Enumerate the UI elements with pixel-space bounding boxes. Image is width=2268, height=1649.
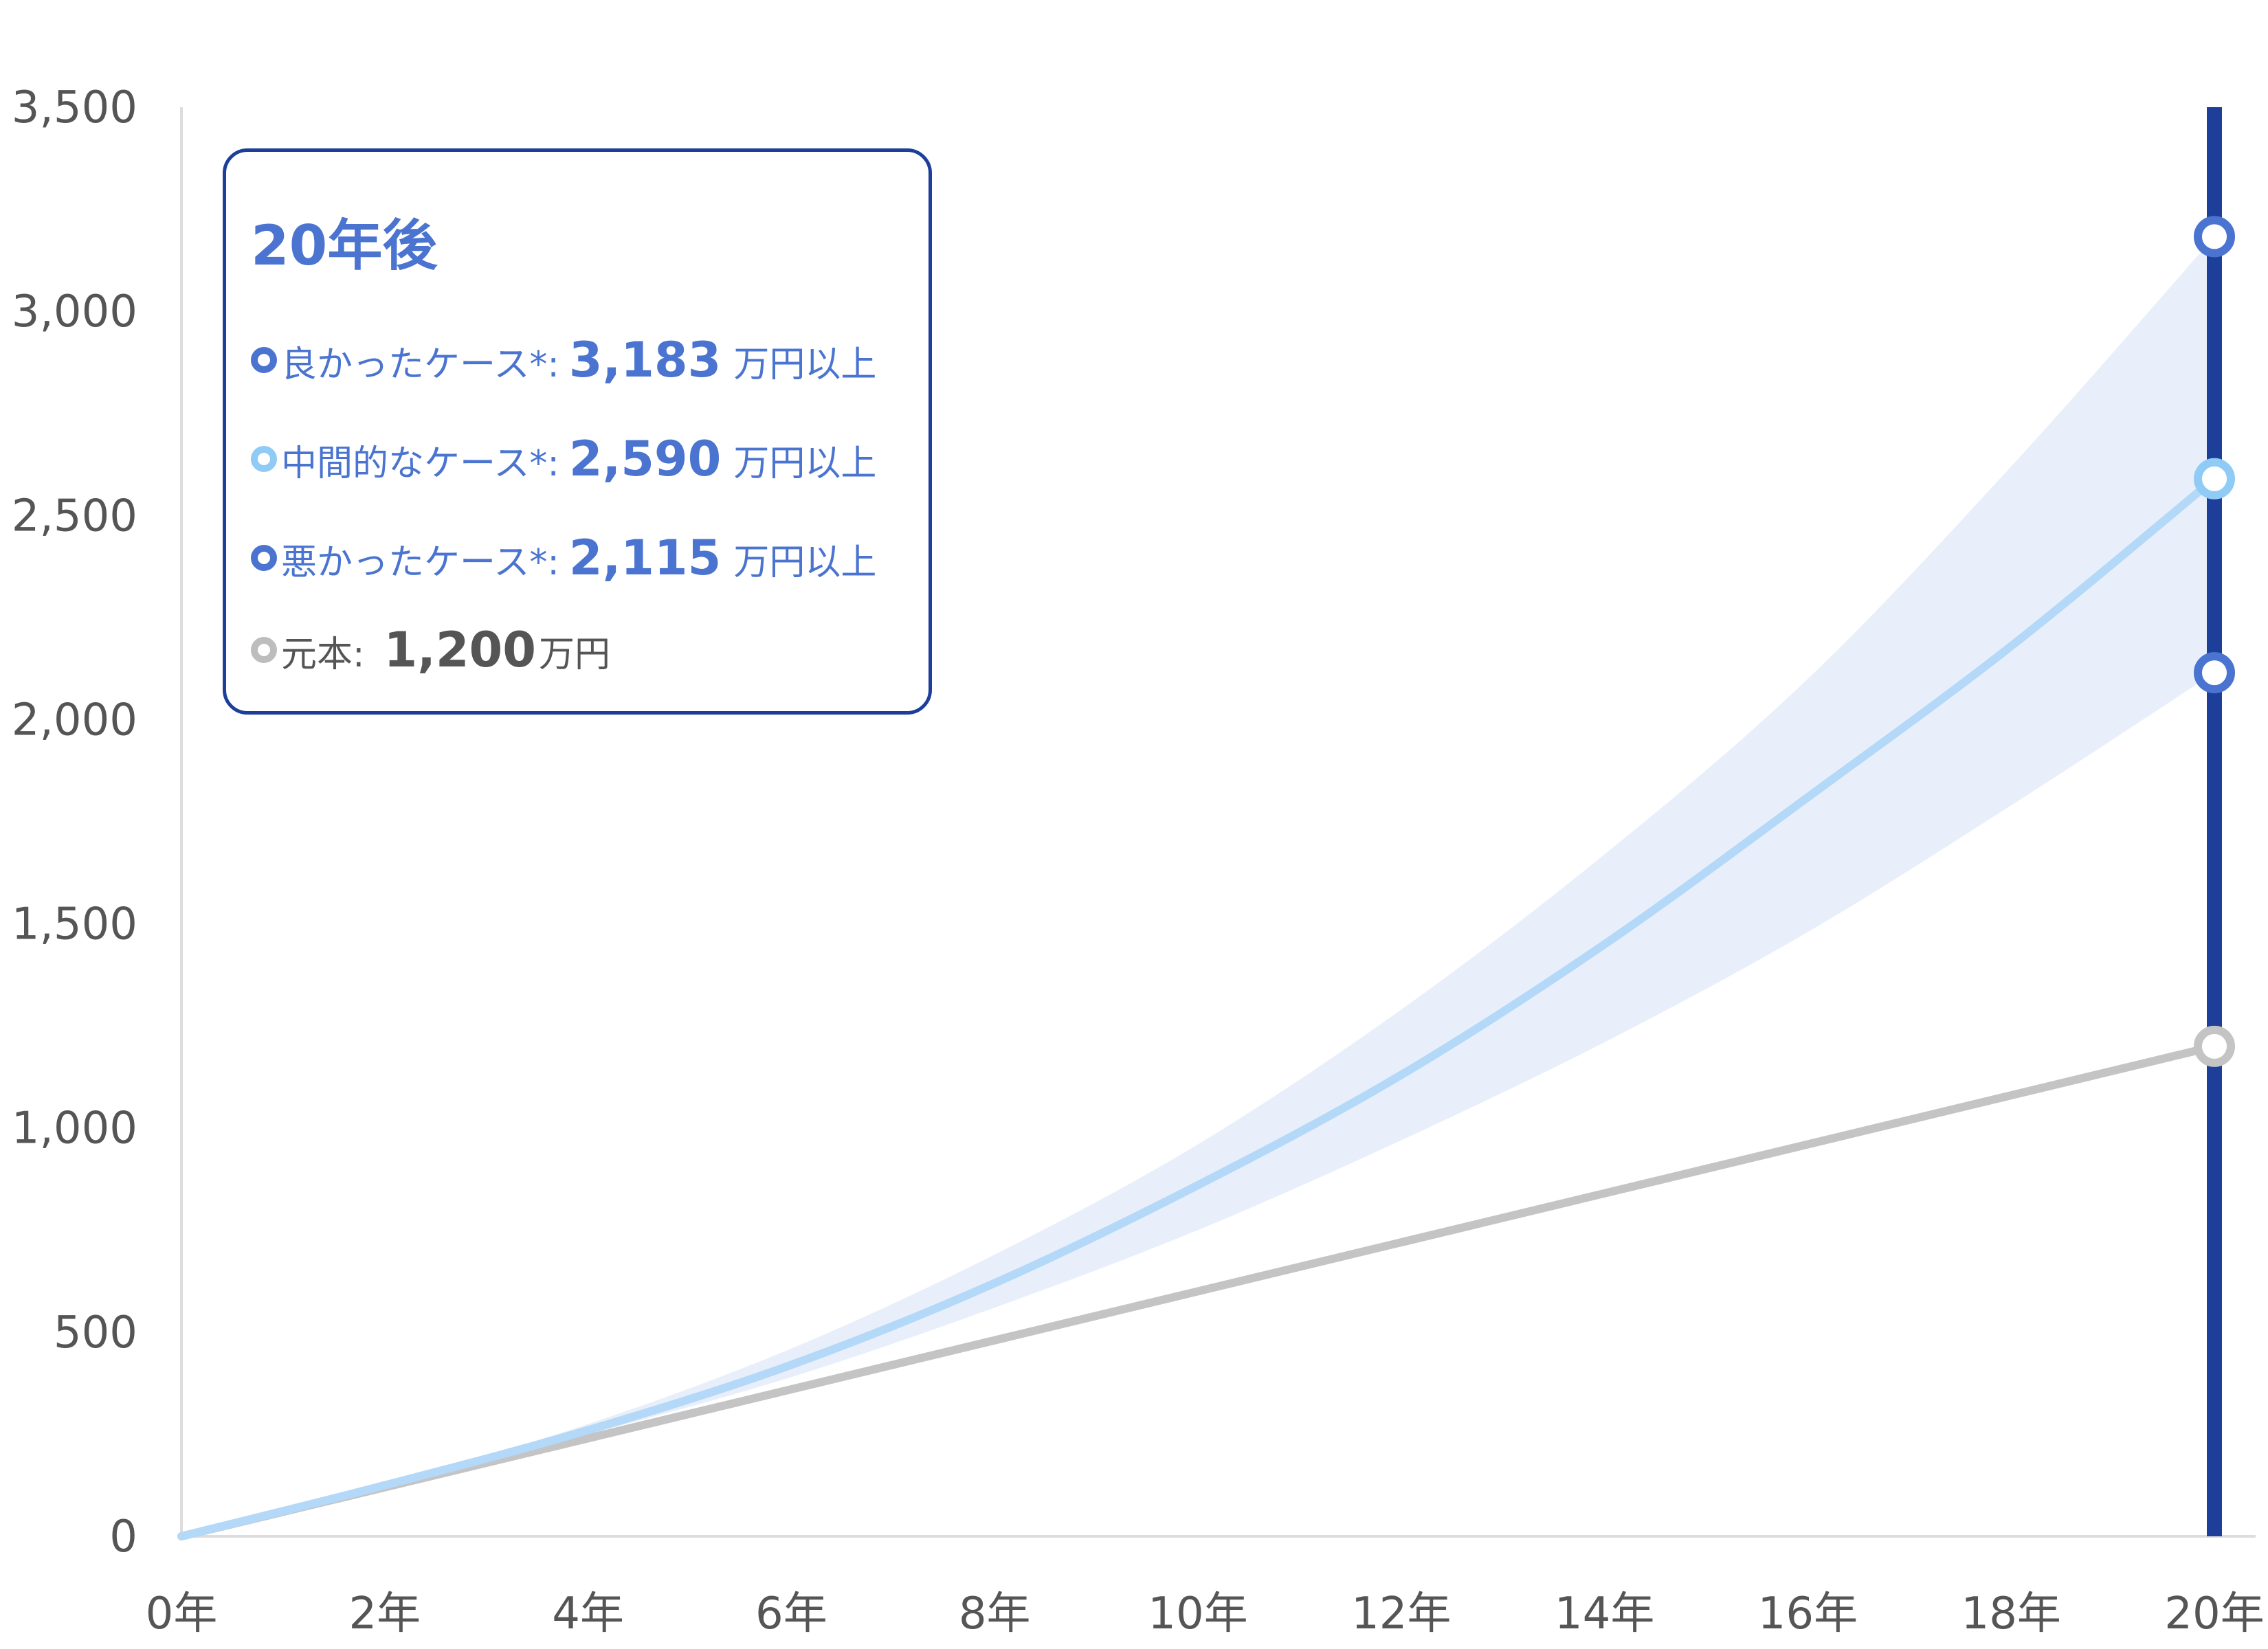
principal-marker [2194,1025,2235,1067]
tooltip-principal-label: 元本: [281,634,365,675]
range-band [181,236,2214,1537]
y-tick-labels: 0 500 1,000 1,500 2,000 2,500 3,000 3,500 [12,82,137,1562]
tooltip-row-mid: 中間的なケース*: 2,590 万円以上 [251,431,876,487]
tooltip-row-unit: 万円以上 [733,542,877,583]
range-band-layer [181,236,2214,1537]
x-tick-label: 12年 [1351,1589,1451,1639]
y-tick-label: 3,000 [12,287,137,337]
tooltip-row-label: 中間的なケース*: [281,443,559,484]
tooltip-panel: 20年後 良かったケース*: 3,183 万円以上 中間的なケース*: 2,59… [223,148,932,715]
bad-case-marker [2194,652,2235,694]
y-tick-label: 2,500 [12,491,137,541]
y-tick-label: 3,500 [12,82,137,133]
x-tick-label: 20年 [2164,1589,2264,1639]
y-tick-label: 1,000 [12,1103,137,1154]
y-tick-label: 500 [54,1308,137,1358]
tooltip-row-unit: 万円以上 [733,443,877,484]
tooltip-row-good: 良かったケース*: 3,183 万円以上 [251,332,876,388]
tooltip-row-unit: 万円以上 [733,344,877,385]
x-tick-label: 4年 [552,1589,624,1639]
tooltip-row-label: 悪かったケース*: [281,542,559,583]
series-lines [177,474,2219,1540]
x-tick-label: 2年 [348,1589,421,1639]
x-tick-label: 14年 [1555,1589,1654,1639]
tooltip-row-value: 2,590 [568,431,722,487]
principal-line [177,1042,2219,1540]
x-tick-label: 6年 [755,1589,827,1639]
x-tick-label: 0年 [146,1589,218,1639]
x-tick-label: 16年 [1758,1589,1858,1639]
y-tick-label: 1,500 [12,899,137,950]
x-tick-label: 8年 [959,1589,1031,1639]
good-case-marker [2194,216,2235,258]
markers [2194,216,2235,1067]
good-case-circle-icon [251,347,277,373]
tooltip-row-value: 2,115 [568,530,722,586]
tooltip-title: 20年後 [251,214,438,278]
mid-case-marker [2194,458,2235,500]
mid-case-line [177,474,2219,1540]
tooltip-row-label: 良かったケース*: [281,344,559,385]
tooltip-principal-value: 1,200 [383,622,536,678]
tooltip-row-bad: 悪かったケース*: 2,115 万円以上 [251,530,876,586]
axes [180,107,2256,1538]
y-tick-label: 0 [109,1512,137,1562]
bad-case-circle-icon [251,545,277,571]
x-tick-label: 18年 [1961,1589,2060,1639]
x-tick-label: 10年 [1148,1589,1247,1639]
tooltip-row-value: 3,183 [568,332,722,388]
y-tick-label: 2,000 [12,695,137,745]
tooltip-principal-unit: 万円 [538,634,610,675]
mid-case-circle-icon [251,446,277,472]
principal-circle-icon [251,637,277,663]
x-tick-labels: 0年 2年 4年 6年 8年 10年 12年 14年 16年 18年 20年 [146,1589,2265,1639]
tooltip-row-principal: 元本: 1,200 万円 [251,622,610,678]
